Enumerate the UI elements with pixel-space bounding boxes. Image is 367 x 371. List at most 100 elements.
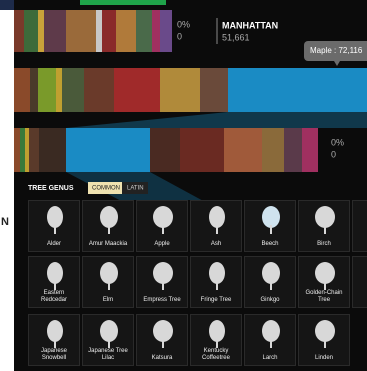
tree-trunk [216, 339, 218, 348]
genus-label: Amur Maackia [88, 241, 128, 247]
tree-icon [100, 206, 118, 234]
tree-trunk [162, 339, 164, 348]
tree-crown [100, 206, 118, 228]
header-bar [80, 0, 166, 5]
genus-label: Ash [210, 241, 222, 247]
tree-trunk [324, 225, 326, 234]
tree-icon [47, 206, 63, 234]
tree-crown [315, 320, 335, 342]
tree-icon [209, 262, 225, 290]
bottom-percent: 0% [331, 137, 344, 147]
genus-label: Apple [154, 241, 170, 247]
tree-icon [262, 206, 280, 234]
tree-crown [209, 320, 225, 342]
tree-crown [209, 262, 225, 284]
genus-label: Golden-Chain Tree [305, 290, 343, 303]
genus-cell[interactable]: Japanese Snowbell [28, 314, 80, 366]
tree-icon [100, 262, 118, 290]
tree-trunk [108, 225, 110, 234]
tree-crown [153, 206, 173, 228]
genus-cell[interactable]: Bla [352, 200, 367, 252]
top-percent: 0% [177, 19, 190, 29]
bars: 0% 0 MANHATTAN 51,661 Maple : 72,116 0% … [14, 0, 367, 200]
genus-label: Elm [102, 297, 114, 303]
genus-cell[interactable]: Golde [352, 256, 367, 308]
genus-cell[interactable]: Golden-Chain Tree [298, 256, 350, 308]
tree-trunk [324, 339, 326, 348]
toggle-common[interactable]: COMMON [92, 186, 120, 192]
genus-cell[interactable]: Larch [244, 314, 296, 366]
tree-trunk [162, 225, 164, 234]
tree-trunk [108, 281, 110, 290]
tree-icon [262, 320, 280, 348]
top-count: 0 [177, 31, 182, 41]
tree-crown [100, 262, 118, 284]
toggle-off[interactable] [122, 182, 148, 194]
tree-icon [153, 206, 173, 234]
genus-label: Golde [354, 297, 367, 304]
tree-trunk [270, 281, 272, 290]
tree-trunk [216, 281, 218, 290]
tree-trunk [54, 225, 56, 234]
tooltip-box [304, 41, 367, 61]
borough-count: 51,661 [222, 32, 250, 42]
genus-label: Alder [46, 241, 61, 247]
genus-label: Fringe Tree [200, 297, 232, 303]
genus-label: Larch [262, 355, 278, 361]
tree-icon [262, 262, 280, 290]
genus-cell[interactable]: Japanese Tree Lilac [82, 314, 134, 366]
tree-crown [153, 320, 173, 342]
tree-crown [262, 320, 280, 342]
flow [66, 112, 367, 128]
genus-cell[interactable]: Ash [190, 200, 242, 252]
genus-cell[interactable]: Amur Maackia [82, 200, 134, 252]
genus-label: Empress Tree [143, 297, 181, 303]
tree-trunk [324, 281, 326, 290]
tree-trunk [162, 281, 164, 290]
tree-crown [315, 206, 335, 228]
tree-icon [153, 262, 173, 290]
genus-label: Linden [314, 355, 334, 361]
viz-panel: 0% 0 MANHATTAN 51,661 Maple : 72,116 0% … [14, 0, 367, 371]
genus-cell[interactable]: Katsura [136, 314, 188, 366]
tree-crown [262, 262, 280, 284]
genus-label: Kentucky Coffeetree [202, 348, 230, 361]
tree-icon [100, 320, 118, 348]
genus-cell[interactable]: Ginkgo [244, 256, 296, 308]
genus-cell[interactable]: Birch [298, 200, 350, 252]
tree-trunk [54, 281, 56, 290]
tree-crown [315, 262, 335, 284]
bar-top [14, 10, 172, 52]
toggle-latin[interactable]: LATIN [127, 186, 144, 192]
genus-cell[interactable]: Elm [82, 256, 134, 308]
tree-icon [315, 320, 335, 348]
genus-label: Bla [354, 241, 367, 248]
tree-trunk [216, 225, 218, 234]
genus-cell[interactable]: Alder [28, 200, 80, 252]
genus-cell[interactable]: Kentucky Coffeetree [190, 314, 242, 366]
tree-crown [47, 320, 63, 342]
toggle-on[interactable] [88, 182, 122, 194]
genus-cell[interactable]: Eastern Redcedar [28, 256, 80, 308]
genus-cell[interactable]: Beech [244, 200, 296, 252]
tree-crown [100, 320, 118, 342]
bottom-count: 0 [331, 149, 336, 159]
navy-strip [0, 0, 14, 10]
genus-cell[interactable]: Fringe Tree [190, 256, 242, 308]
tree-trunk [270, 225, 272, 234]
bar-bottom [14, 128, 318, 172]
tree-icon [315, 206, 335, 234]
genus-label: Beech [261, 241, 279, 247]
tree-crown [47, 206, 63, 228]
tree-icon [153, 320, 173, 348]
tree-trunk [270, 339, 272, 348]
genus-label: Birch [317, 241, 331, 247]
genus-cell[interactable]: Apple [136, 200, 188, 252]
tree-icon [315, 262, 335, 290]
tree-icon [209, 206, 225, 234]
genus-cell[interactable]: Empress Tree [136, 256, 188, 308]
tree-crown [153, 262, 173, 284]
tree-icon [209, 320, 225, 348]
genus-cell[interactable]: Linden [298, 314, 350, 366]
